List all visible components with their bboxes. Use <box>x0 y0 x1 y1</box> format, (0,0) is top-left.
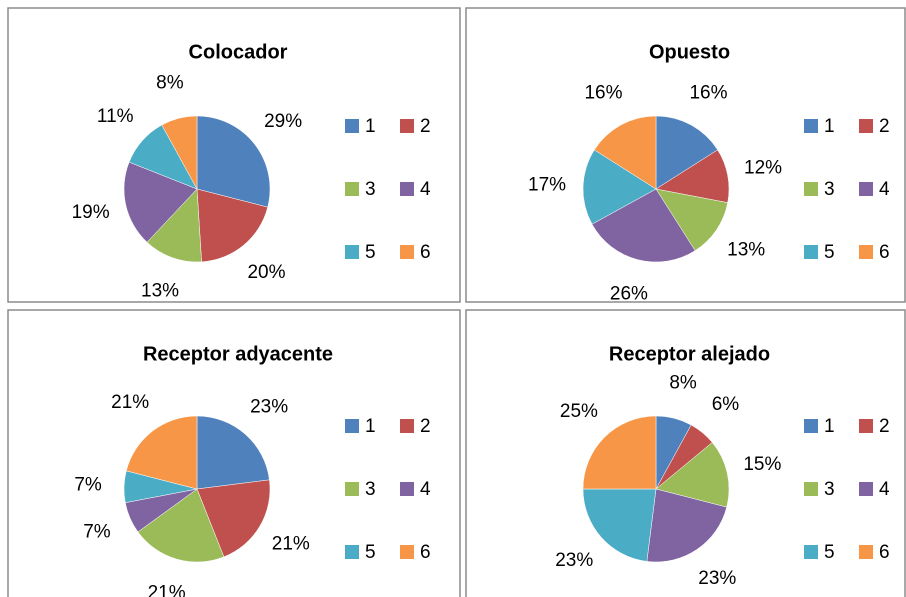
pie-slice <box>646 488 728 563</box>
legend-swatch <box>804 245 818 259</box>
data-label: 26% <box>610 284 648 305</box>
legend-swatch <box>859 545 873 559</box>
chart-title: Receptor adyacente <box>143 343 333 365</box>
pie-slice <box>582 149 657 225</box>
legend-label: 2 <box>420 416 431 437</box>
pie-slice <box>655 188 728 251</box>
legend-label: 5 <box>824 542 835 563</box>
legend-swatch <box>859 245 873 259</box>
legend-swatch <box>400 182 414 196</box>
legend-swatch <box>804 182 818 196</box>
legend-swatch <box>400 545 414 559</box>
legend-swatch <box>859 119 873 133</box>
legend-swatch <box>345 545 359 559</box>
legend-label: 6 <box>420 242 431 263</box>
data-label: 19% <box>72 202 110 223</box>
legend-label: 6 <box>879 242 890 263</box>
legend-swatch <box>804 419 818 433</box>
pie-slice <box>125 415 198 490</box>
pie-slice <box>582 415 657 490</box>
data-label: 23% <box>250 396 288 417</box>
data-label: 15% <box>743 454 781 475</box>
pie-slice <box>196 479 271 558</box>
data-label: 25% <box>560 401 598 422</box>
pie-slice <box>196 415 270 490</box>
chart-title: Opuesto <box>649 41 730 63</box>
data-label: 7% <box>74 475 102 496</box>
legend-label: 1 <box>824 416 835 437</box>
legend-label: 5 <box>365 542 376 563</box>
legend-label: 4 <box>879 479 890 500</box>
pie-slice <box>655 115 718 190</box>
data-label: 16% <box>584 82 622 103</box>
data-label: 12% <box>744 158 782 179</box>
pie-slice <box>591 188 696 263</box>
legend-label: 1 <box>365 416 376 437</box>
legend-swatch <box>345 245 359 259</box>
chart-title: Colocador <box>189 41 288 63</box>
legend-swatch <box>804 545 818 559</box>
legend-label: 3 <box>824 479 835 500</box>
data-label: 20% <box>247 262 285 283</box>
legend-label: 1 <box>365 116 376 137</box>
legend-swatch <box>345 482 359 496</box>
legend-label: 2 <box>879 416 890 437</box>
pie-slice <box>146 188 202 263</box>
data-label: 23% <box>555 550 593 571</box>
data-label: 21% <box>148 583 186 597</box>
legend-label: 6 <box>420 542 431 563</box>
legend-swatch <box>400 419 414 433</box>
legend-label: 1 <box>824 116 835 137</box>
data-label: 13% <box>727 239 765 260</box>
legend-label: 3 <box>365 479 376 500</box>
pie-slice <box>161 115 198 190</box>
pie-slice <box>196 188 269 263</box>
legend-swatch <box>400 119 414 133</box>
legend-label: 4 <box>420 179 431 200</box>
legend-swatch <box>345 182 359 196</box>
legend-swatch <box>400 245 414 259</box>
legend-label: 6 <box>879 542 890 563</box>
chart-title: Receptor alejado <box>609 343 770 365</box>
legend-label: 5 <box>365 242 376 263</box>
pie-slice <box>594 115 657 190</box>
pie-slice <box>196 115 271 208</box>
data-label: 29% <box>264 111 302 132</box>
legend-label: 4 <box>420 479 431 500</box>
pie-slice <box>582 488 657 562</box>
pie-slice <box>655 442 730 508</box>
data-label: 8% <box>156 72 184 93</box>
legend-label: 2 <box>879 116 890 137</box>
data-label: 21% <box>272 534 310 555</box>
legend-swatch <box>345 119 359 133</box>
legend-swatch <box>859 182 873 196</box>
legend-label: 3 <box>365 179 376 200</box>
data-label: 17% <box>528 175 566 196</box>
legend-swatch <box>804 119 818 133</box>
data-label: 7% <box>83 521 111 542</box>
data-label: 21% <box>111 392 149 413</box>
data-label: 23% <box>698 568 736 589</box>
data-label: 13% <box>141 281 179 302</box>
legend-swatch <box>859 482 873 496</box>
data-label: 8% <box>669 372 697 393</box>
legend-label: 4 <box>879 179 890 200</box>
data-label: 11% <box>97 106 134 127</box>
data-label: 6% <box>712 394 740 415</box>
legend-swatch <box>804 482 818 496</box>
legend-swatch <box>859 419 873 433</box>
pie-slice <box>123 161 198 243</box>
pie-slice <box>137 488 225 563</box>
legend-label: 5 <box>824 242 835 263</box>
legend-label: 3 <box>824 179 835 200</box>
legend-swatch <box>345 419 359 433</box>
data-label: 16% <box>689 82 727 103</box>
legend-label: 2 <box>420 116 431 137</box>
legend-swatch <box>400 482 414 496</box>
